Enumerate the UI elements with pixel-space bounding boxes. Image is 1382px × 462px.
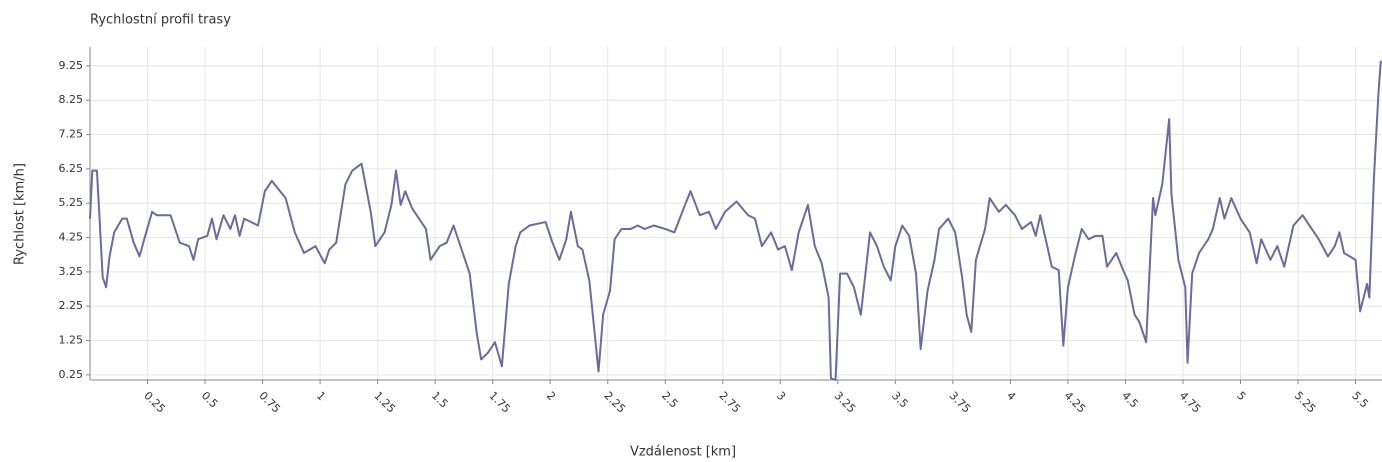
x-tick-label: 4.75 — [1177, 389, 1204, 416]
x-tick-label: 4.25 — [1062, 389, 1089, 416]
x-tick-label: 1.25 — [371, 389, 398, 416]
x-tick-label: 3.25 — [832, 389, 859, 416]
x-tick-label: 0.75 — [256, 389, 283, 416]
y-tick-label: 2.25 — [59, 299, 84, 312]
x-tick-label: 1 — [314, 389, 328, 403]
x-tick-label: 3.5 — [889, 389, 911, 411]
x-tick-label: 4.5 — [1119, 389, 1141, 411]
x-tick-label: 1.75 — [486, 389, 513, 416]
x-tick-label: 4 — [1004, 389, 1018, 403]
x-tick-label: 3.75 — [947, 389, 974, 416]
chart-title: Rychlostní profil trasy — [90, 13, 231, 28]
y-axis-label: Rychlost [km/h] — [13, 163, 28, 265]
y-tick-label: 0.25 — [59, 368, 84, 381]
x-tick-label: 5.25 — [1292, 389, 1319, 416]
x-tick-label: 2.5 — [659, 389, 681, 411]
x-tick-label: 2.75 — [717, 389, 744, 416]
y-tick-label: 4.25 — [59, 231, 84, 244]
x-tick-label: 2.25 — [601, 389, 628, 416]
x-tick-label: 0.25 — [141, 389, 168, 416]
speed-line — [89, 60, 1382, 381]
x-tick-label: 2 — [544, 389, 558, 403]
y-tick-label: 1.25 — [59, 334, 84, 347]
x-tick-label: 1.5 — [429, 389, 451, 411]
y-tick-label: 7.25 — [59, 128, 84, 141]
y-tick-label: 6.25 — [59, 162, 84, 175]
x-tick-label: 0.5 — [199, 389, 221, 411]
x-tick-label: 3 — [774, 389, 788, 403]
x-axis-label: Vzdálenost [km] — [630, 445, 736, 460]
y-tick-label: 9.25 — [59, 59, 84, 72]
x-tick-label: 5.5 — [1349, 389, 1371, 411]
y-tick-label: 8.25 — [59, 93, 84, 106]
y-tick-label: 5.25 — [59, 196, 84, 209]
x-tick-label: 5 — [1234, 389, 1248, 403]
y-tick-label: 3.25 — [59, 265, 84, 278]
